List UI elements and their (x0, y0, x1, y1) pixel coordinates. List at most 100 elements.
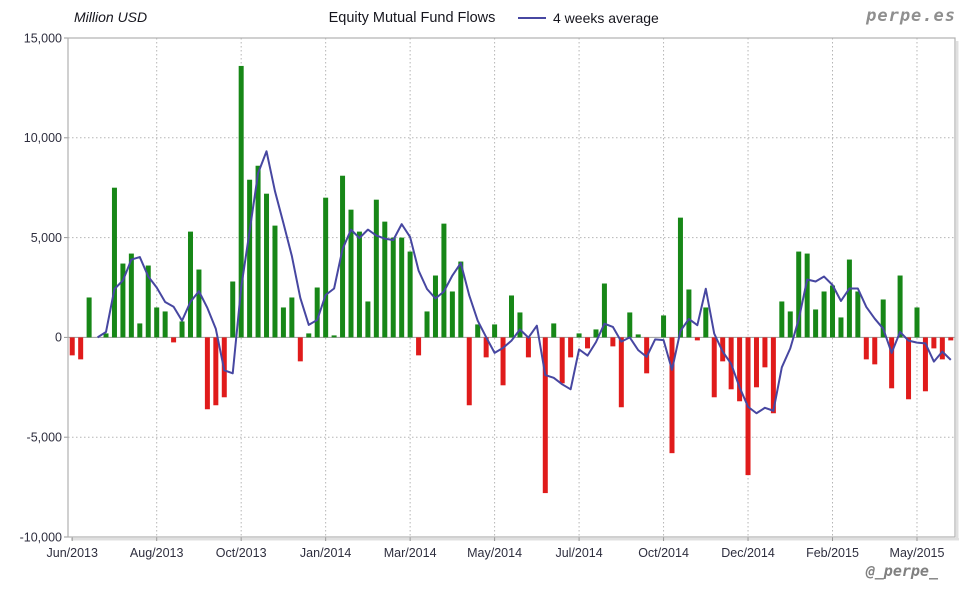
x-tick-label: May/2014 (467, 546, 522, 560)
flow-bar (753, 337, 759, 388)
flow-bar (264, 193, 270, 338)
x-tick-label: Jun/2013 (47, 546, 98, 560)
flow-bar (635, 334, 641, 338)
flow-bar (677, 217, 683, 338)
flow-bar (948, 337, 954, 341)
flow-bar (568, 337, 574, 358)
flow-bar (863, 337, 869, 360)
y-tick-label: 15,000 (24, 31, 62, 45)
chart-title: Equity Mutual Fund Flows (328, 10, 496, 26)
flow-bar (432, 275, 438, 338)
flow-bar (694, 337, 700, 341)
flow-bar (441, 223, 447, 338)
flow-bar (255, 165, 261, 338)
flow-bar (69, 337, 75, 356)
x-tick-label: Dec/2014 (721, 546, 775, 560)
flow-bar (770, 337, 776, 414)
flow-bar (323, 197, 329, 338)
watermark: perpe.es (866, 6, 956, 26)
x-tick-label: May/2015 (890, 546, 945, 560)
flow-bar (407, 251, 413, 338)
flow-bar (922, 337, 928, 392)
frame-shadow-right (956, 41, 959, 540)
x-tick-label: Oct/2013 (216, 546, 267, 560)
flow-bar (78, 337, 84, 360)
x-tick-label: Feb/2015 (806, 546, 859, 560)
flow-bar (103, 333, 109, 338)
flow-bar (576, 333, 582, 338)
flow-bar (601, 283, 607, 338)
flow-bar (889, 337, 895, 389)
x-tick-label: Oct/2014 (638, 546, 689, 560)
flow-bar (906, 337, 912, 400)
flow-bar (796, 251, 802, 338)
flow-bar (517, 312, 523, 338)
flow-bar (382, 221, 388, 338)
flow-bar (804, 253, 810, 338)
y-tick-label: 0 (55, 331, 62, 345)
flow-bar (128, 253, 134, 338)
flow-bar (880, 299, 886, 338)
flow-bar (297, 337, 303, 362)
flow-bar (154, 307, 160, 338)
flow-bar (897, 275, 903, 338)
flow-bar (872, 337, 878, 365)
twitter-handle: @_perpe_ (865, 562, 938, 580)
flow-bar (509, 295, 514, 338)
flow-bar (525, 337, 531, 358)
flow-bar (762, 337, 768, 368)
flow-bar (703, 307, 709, 338)
flow-bar (86, 297, 92, 338)
flow-bar (171, 337, 177, 343)
flow-bar (213, 337, 219, 406)
flow-bar (830, 285, 836, 338)
flow-bar (846, 259, 852, 338)
x-tick-label: Jan/2014 (300, 546, 351, 560)
flow-bar (399, 237, 405, 338)
flow-bar (610, 337, 616, 347)
flow-bar (821, 291, 827, 338)
flow-bar (483, 337, 489, 358)
flow-bar (931, 337, 937, 349)
flow-bar (179, 321, 185, 338)
flow-bar (306, 333, 312, 338)
flow-bar (559, 337, 565, 384)
y-tick-label: -10,000 (20, 530, 62, 544)
flow-bar (331, 335, 337, 338)
flow-bar (779, 301, 785, 338)
flow-bar (627, 312, 633, 338)
legend-line-swatch (518, 17, 546, 19)
y-tick-label: 10,000 (24, 131, 62, 145)
flow-bar (120, 263, 126, 338)
flow-bar (787, 311, 793, 338)
flow-bar (280, 307, 286, 338)
flow-bar (458, 261, 464, 338)
flow-bar (551, 323, 557, 338)
y-tick-label: 5,000 (31, 231, 62, 245)
flow-bar (593, 329, 599, 338)
flow-bar (449, 291, 455, 338)
flow-bar (466, 337, 472, 406)
flow-bar (585, 337, 591, 349)
flow-bar (272, 225, 278, 338)
flow-bar (618, 337, 624, 408)
flow-bar (492, 324, 498, 338)
flow-bar (314, 287, 320, 338)
flow-bar (500, 337, 506, 386)
flow-bar (356, 231, 362, 338)
flow-bar (340, 175, 346, 338)
flow-bar (661, 315, 667, 338)
x-tick-label: Jul/2014 (555, 546, 602, 560)
flow-bar (145, 265, 151, 338)
y-tick-label: -5,000 (27, 431, 62, 445)
flow-bar (686, 289, 692, 338)
legend: 4 weeks average (517, 10, 659, 26)
flow-bar (365, 301, 371, 338)
flow-bar (289, 297, 295, 338)
average-line (97, 150, 952, 415)
frame-shadow-bottom (71, 538, 959, 541)
flow-bar (475, 324, 481, 338)
flow-bar (348, 209, 354, 338)
